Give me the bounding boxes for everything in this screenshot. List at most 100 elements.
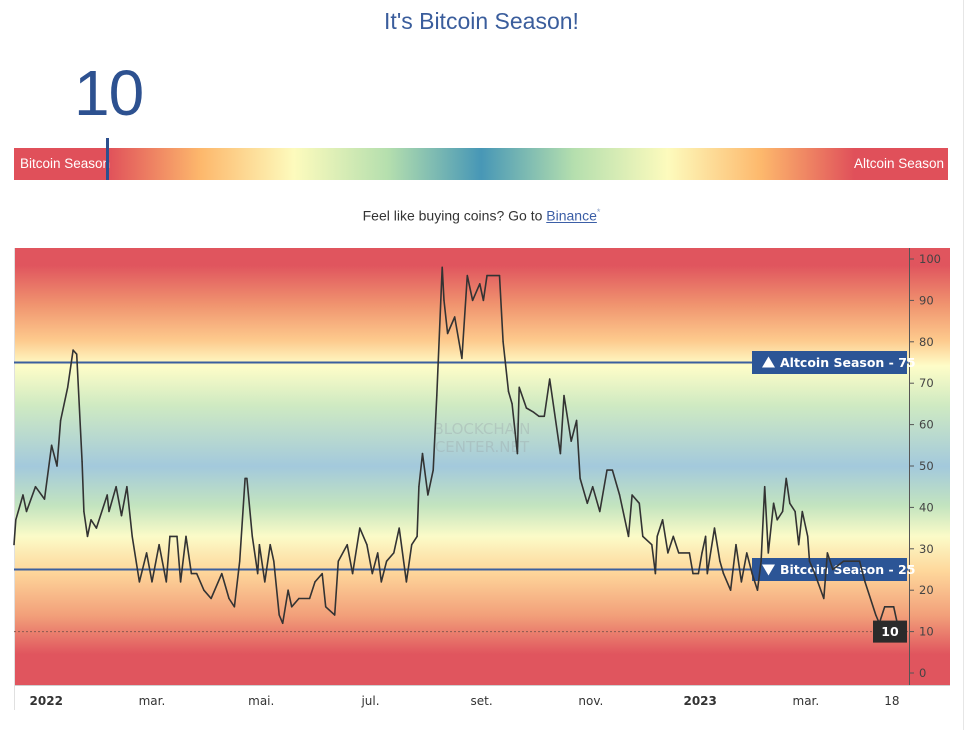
data-point — [570, 440, 572, 442]
data-point — [518, 386, 520, 389]
data-point — [251, 535, 253, 538]
chart-background — [14, 248, 950, 685]
data-point — [25, 510, 28, 513]
data-point — [729, 589, 732, 591]
data-point — [290, 606, 293, 608]
x-tick-label: mai. — [248, 694, 274, 708]
x-tick-label: 2023 — [683, 694, 716, 708]
y-tick-label: 70 — [919, 376, 934, 390]
data-point — [532, 411, 535, 413]
data-point — [376, 552, 379, 554]
data-point — [405, 581, 408, 583]
data-point — [443, 299, 445, 302]
data-point — [244, 477, 246, 480]
data-point — [169, 535, 171, 538]
data-point — [814, 572, 816, 575]
data-point — [486, 274, 488, 277]
data-point — [86, 535, 89, 538]
data-point — [269, 543, 271, 546]
data-point — [638, 502, 640, 504]
data-point — [454, 316, 456, 318]
season-gauge: Bitcoin Season Altcoin Season — [14, 138, 948, 180]
data-point — [43, 498, 46, 500]
data-point — [760, 560, 762, 562]
data-point — [76, 353, 78, 355]
data-point — [864, 581, 866, 583]
data-point — [808, 560, 811, 562]
season-index-value: 10 — [74, 57, 144, 129]
data-point — [875, 614, 877, 616]
data-point — [432, 469, 434, 471]
data-point — [228, 597, 230, 600]
page-title: It's Bitcoin Season! — [384, 8, 579, 34]
promo-text: Feel like buying coins? Go to Binance* — [0, 207, 963, 224]
data-point — [81, 461, 83, 463]
current-value-box — [873, 620, 907, 643]
data-point — [385, 560, 388, 562]
data-point — [50, 444, 53, 446]
data-point — [656, 535, 658, 538]
data-point — [586, 502, 589, 504]
data-point — [72, 349, 74, 351]
data-point — [461, 357, 463, 360]
data-point — [258, 543, 261, 546]
data-point — [393, 552, 395, 554]
data-point — [471, 299, 474, 302]
data-point — [466, 274, 468, 277]
promo-asterisk: * — [596, 207, 601, 217]
data-point — [298, 597, 300, 600]
data-point — [282, 622, 284, 625]
data-point — [256, 572, 259, 575]
y-axis-ticks: 0 10 20 30 40 50 60 70 80 90 100 — [909, 252, 941, 680]
data-point — [13, 543, 15, 546]
y-tick-label: 0 — [919, 666, 926, 680]
data-point — [511, 403, 513, 405]
data-point — [548, 378, 551, 380]
x-tick-label: set. — [471, 694, 493, 708]
data-point — [661, 519, 664, 521]
current-value-label: 10 — [881, 624, 899, 639]
data-point — [826, 552, 829, 554]
data-point — [579, 477, 581, 480]
data-point — [892, 606, 895, 608]
threshold-label-box — [752, 351, 907, 374]
data-point — [15, 519, 17, 521]
current-value-marker: 10 — [14, 620, 909, 643]
data-point — [371, 572, 374, 575]
x-tick-label: 2022 — [30, 694, 63, 708]
x-tick-label: nov. — [578, 694, 603, 708]
data-point — [165, 581, 167, 583]
y-tick-label: 30 — [919, 542, 934, 556]
data-point — [158, 543, 160, 546]
data-point — [591, 486, 594, 488]
data-point — [543, 415, 546, 418]
y-tick-label: 20 — [919, 583, 934, 597]
data-point — [642, 535, 644, 538]
data-point — [176, 535, 178, 538]
data-point — [701, 552, 703, 554]
promo-label: Feel like buying coins? Go to — [362, 207, 547, 224]
data-point — [823, 597, 825, 600]
data-point — [884, 606, 886, 608]
binance-link[interactable]: Binance — [546, 207, 597, 224]
data-point — [538, 415, 540, 418]
data-point — [746, 552, 748, 554]
data-point — [22, 494, 24, 496]
data-point — [138, 581, 141, 583]
y-tick-label: 40 — [919, 500, 934, 514]
data-point — [416, 535, 418, 538]
data-point — [618, 494, 621, 496]
data-point — [719, 560, 721, 562]
data-point — [83, 510, 85, 513]
y-tick-label: 100 — [919, 252, 941, 266]
x-tick-label: mar. — [139, 694, 166, 708]
data-point — [418, 486, 420, 488]
data-point — [346, 543, 348, 546]
data-point — [785, 477, 787, 480]
data-point — [321, 572, 323, 575]
data-point — [337, 560, 339, 562]
data-point — [221, 572, 223, 575]
data-point — [606, 469, 608, 471]
